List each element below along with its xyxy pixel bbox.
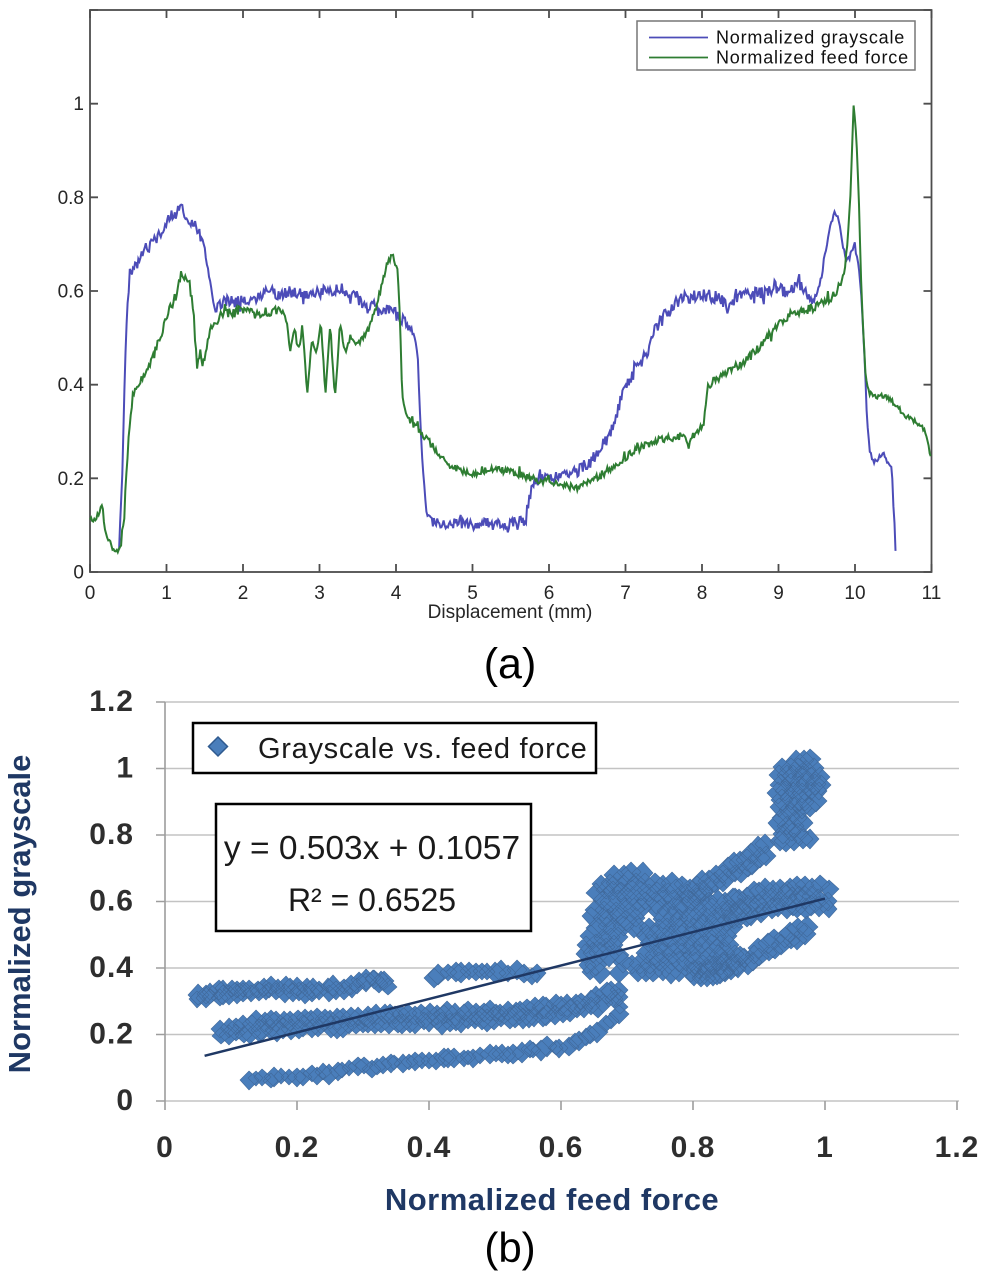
svg-text:1: 1 [816, 1131, 834, 1164]
svg-text:0.8: 0.8 [671, 1131, 716, 1164]
svg-text:0.2: 0.2 [89, 1018, 134, 1051]
svg-text:0: 0 [85, 583, 96, 604]
svg-text:0.8: 0.8 [89, 818, 134, 851]
svg-text:0: 0 [73, 563, 84, 584]
svg-text:1: 1 [116, 752, 134, 785]
svg-text:1: 1 [161, 583, 172, 604]
svg-text:0.2: 0.2 [275, 1131, 320, 1164]
svg-text:y = 0.503x + 0.1057: y = 0.503x + 0.1057 [224, 830, 520, 867]
svg-text:R² = 0.6525: R² = 0.6525 [288, 882, 456, 918]
svg-text:1.2: 1.2 [89, 685, 134, 718]
svg-text:(a): (a) [484, 640, 537, 688]
svg-text:0: 0 [116, 1084, 134, 1117]
svg-text:(b): (b) [484, 1224, 535, 1271]
svg-text:0.6: 0.6 [89, 885, 134, 918]
svg-text:6: 6 [544, 583, 555, 604]
svg-text:Displacement (mm): Displacement (mm) [428, 602, 593, 623]
svg-text:0: 0 [156, 1131, 174, 1164]
svg-text:0.2: 0.2 [58, 469, 84, 490]
svg-text:11: 11 [922, 583, 942, 604]
svg-text:4: 4 [391, 583, 402, 604]
svg-text:Normalized feed force: Normalized feed force [716, 48, 909, 68]
svg-text:1: 1 [73, 94, 84, 115]
svg-text:1.2: 1.2 [935, 1131, 980, 1164]
svg-text:Grayscale vs. feed force: Grayscale vs. feed force [258, 733, 588, 765]
svg-text:0.8: 0.8 [58, 188, 84, 209]
svg-text:Normalized grayscale: Normalized grayscale [2, 755, 37, 1074]
svg-text:5: 5 [467, 583, 478, 604]
svg-text:10: 10 [844, 583, 865, 604]
svg-text:7: 7 [620, 583, 631, 604]
svg-text:3: 3 [314, 583, 325, 604]
svg-text:8: 8 [697, 583, 708, 604]
svg-text:0.4: 0.4 [407, 1131, 452, 1164]
svg-text:0.4: 0.4 [89, 951, 134, 984]
svg-text:Normalized grayscale: Normalized grayscale [716, 28, 905, 48]
svg-text:0.6: 0.6 [58, 282, 84, 303]
svg-text:2: 2 [238, 583, 249, 604]
svg-text:0.4: 0.4 [58, 375, 85, 396]
svg-text:0.6: 0.6 [539, 1131, 584, 1164]
svg-text:Normalized feed force: Normalized feed force [385, 1182, 719, 1217]
svg-text:9: 9 [773, 583, 784, 604]
